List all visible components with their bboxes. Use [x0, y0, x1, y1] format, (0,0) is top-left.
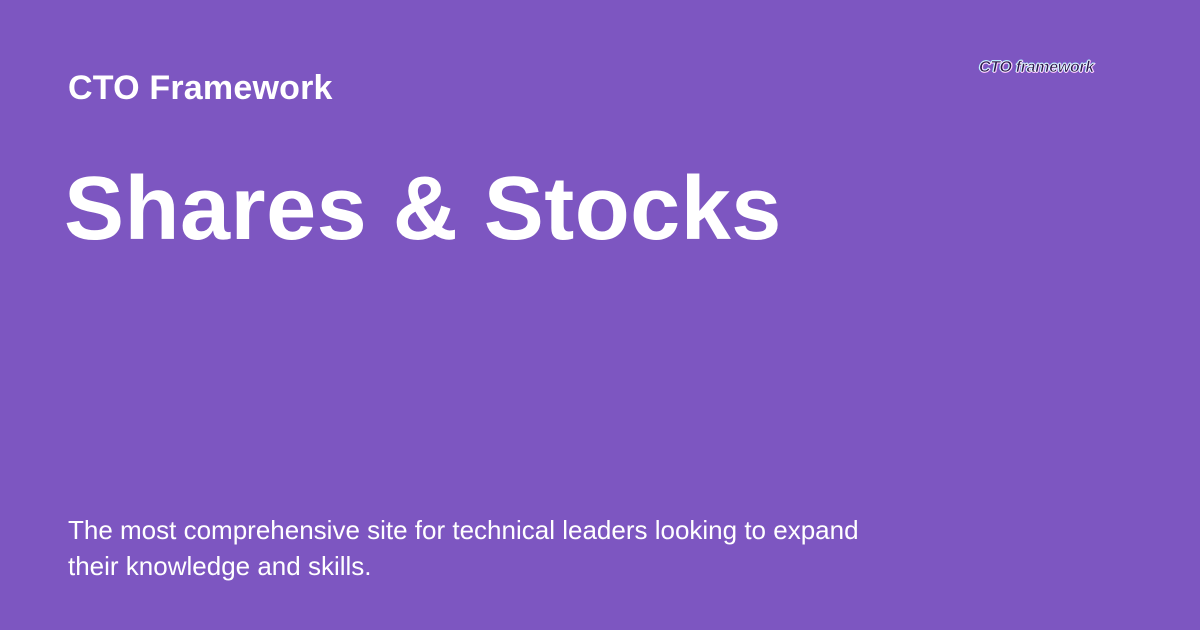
page-description: The most comprehensive site for technica… — [68, 515, 859, 581]
brand-logo: CTO framework — [979, 59, 1095, 77]
page-title: Shares & Stocks — [64, 159, 782, 259]
site-name: CTO Framework — [68, 69, 333, 107]
